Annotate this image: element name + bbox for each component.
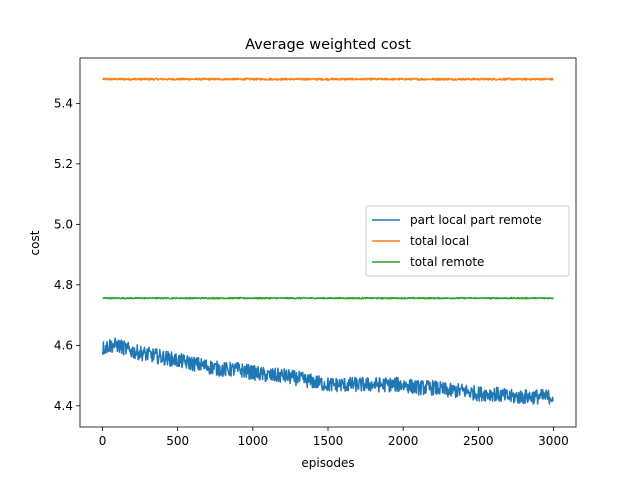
series-line-total-remote [102,296,554,300]
y-axis-label: cost [28,230,42,255]
x-tick-label: 3000 [538,434,569,448]
legend-box [365,205,570,277]
x-tick-label: 2000 [388,434,419,448]
y-tick-label: 4.4 [54,399,73,413]
y-tick-label: 4.6 [54,338,73,352]
legend-label-total-remote: total remote [410,255,484,269]
series-line-total-local [101,77,554,81]
x-tick-label: 1500 [313,434,344,448]
y-axis: 4.4 4.6 4.8 5.0 5.2 5.4 [54,96,80,413]
x-axis: 0 500 1000 1500 2000 2500 3000 [99,427,569,448]
legend-label-part-local-part-remote: part local part remote [410,213,542,227]
x-tick-label: 1000 [238,434,269,448]
series-line-part-local-part-remote [101,337,555,405]
y-tick-label: 5.0 [54,217,73,231]
x-tick-label: 500 [166,434,189,448]
x-tick-label: 0 [99,434,107,448]
legend-label-total-local: total local [410,234,469,248]
legend: part local part remote total local total… [365,205,570,277]
x-tick-label: 2500 [463,434,494,448]
y-tick-label: 5.2 [54,157,73,171]
plot-lines [101,77,555,405]
x-axis-label: episodes [301,456,354,470]
y-tick-label: 4.8 [54,278,73,292]
chart-title: Average weighted cost [245,37,411,53]
y-tick-label: 5.4 [54,96,73,110]
